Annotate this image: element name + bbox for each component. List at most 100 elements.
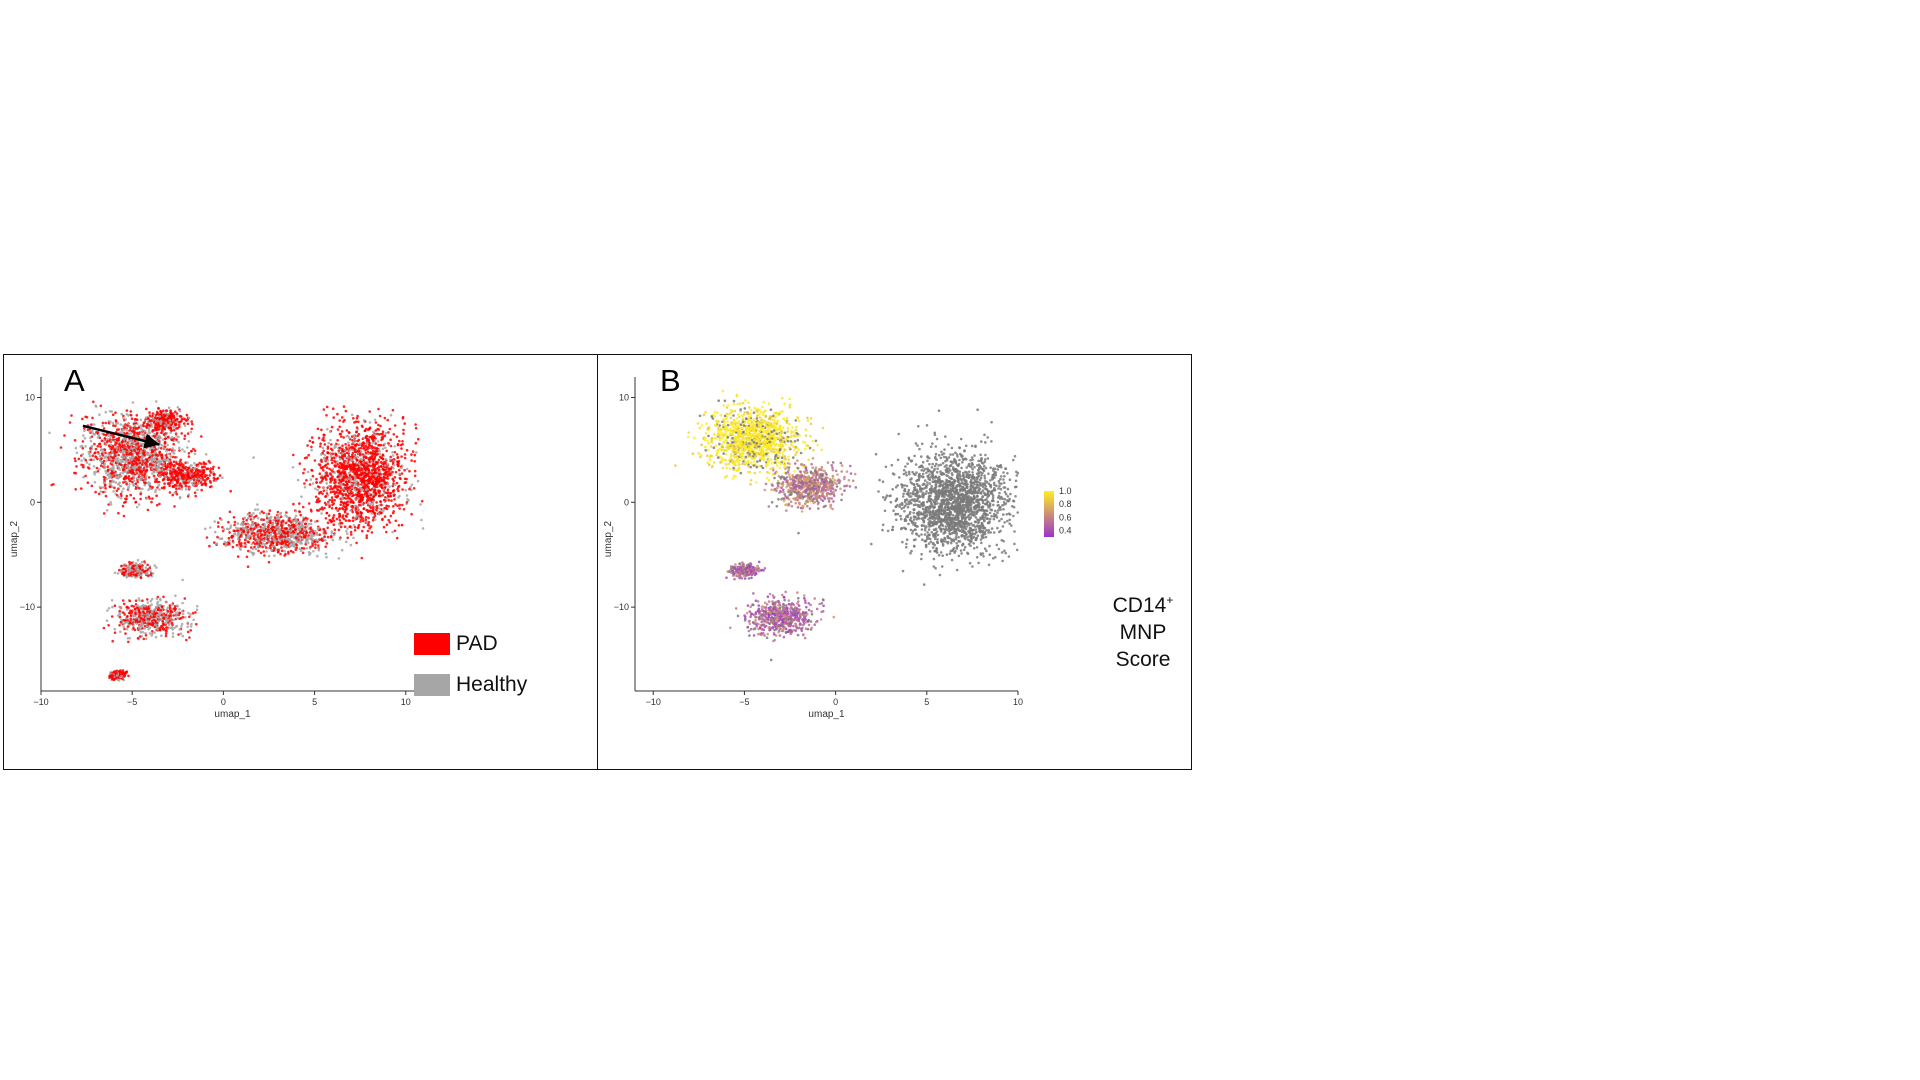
data-point [352, 536, 355, 540]
data-point [294, 532, 298, 536]
data-point [166, 482, 170, 485]
data-point [104, 410, 108, 414]
data-point [109, 479, 112, 483]
data-point [178, 449, 181, 452]
data-point [128, 479, 132, 483]
data-point [349, 543, 353, 547]
data-point [325, 466, 329, 469]
data-point [289, 521, 293, 524]
data-point [325, 555, 328, 559]
data-point [163, 441, 167, 444]
data-point [342, 475, 346, 479]
data-point [111, 421, 115, 425]
data-point [178, 475, 181, 478]
data-point [374, 469, 377, 472]
data-point [129, 447, 133, 450]
data-point [186, 461, 189, 464]
data-point [356, 496, 360, 500]
data-point [364, 515, 368, 519]
data-point [117, 437, 120, 441]
data-point [339, 497, 342, 501]
data-point [313, 529, 317, 533]
data-point [168, 491, 172, 494]
data-point [151, 417, 155, 421]
data-point [351, 504, 355, 508]
data-point [358, 442, 362, 445]
data-point [75, 451, 79, 455]
data-point [326, 502, 330, 505]
data-point [294, 509, 298, 513]
data-point [239, 523, 243, 526]
data-point [330, 461, 334, 465]
data-point [144, 416, 148, 419]
data-point [330, 530, 334, 533]
data-point [275, 526, 279, 529]
data-point [160, 417, 163, 420]
data-point [140, 605, 144, 608]
data-point [99, 490, 103, 493]
data-point [403, 453, 407, 456]
data-point [133, 479, 136, 483]
data-point [351, 516, 355, 519]
data-point [405, 501, 409, 504]
data-point [118, 468, 121, 471]
data-point [358, 489, 361, 493]
data-point [322, 436, 325, 439]
data-point [160, 613, 163, 617]
data-point [181, 634, 185, 638]
data-point [288, 516, 291, 520]
data-point [347, 444, 351, 447]
data-point [362, 441, 365, 444]
data-point [389, 413, 393, 417]
data-point [194, 494, 197, 498]
data-point [341, 507, 345, 511]
data-point [153, 449, 156, 452]
data-point [86, 481, 90, 484]
data-point [130, 458, 133, 461]
data-point [292, 524, 295, 527]
data-point [389, 494, 393, 498]
data-point [345, 434, 349, 438]
data-point [354, 516, 357, 519]
cluster-central-bottom [204, 495, 369, 568]
data-point [174, 456, 177, 459]
data-point [336, 485, 340, 488]
data-point [88, 463, 91, 466]
data-point [334, 507, 338, 510]
data-point [400, 466, 403, 470]
data-point [284, 540, 288, 544]
data-point [343, 525, 347, 528]
data-point [175, 427, 178, 430]
data-point [374, 518, 377, 521]
data-point [344, 540, 348, 544]
data-point [178, 628, 182, 631]
data-point [248, 550, 252, 553]
data-point [283, 545, 286, 548]
data-point [199, 478, 203, 481]
data-point [170, 429, 174, 432]
data-point [395, 435, 399, 439]
data-point [375, 477, 379, 480]
data-point [351, 455, 354, 458]
data-point [397, 468, 401, 472]
data-point [187, 455, 191, 458]
data-point [113, 631, 117, 634]
data-point [388, 467, 392, 471]
data-point [372, 509, 375, 512]
data-point [363, 467, 367, 471]
data-point [218, 474, 222, 477]
data-point [374, 471, 378, 475]
data-point [84, 474, 87, 478]
data-point [342, 420, 345, 423]
data-point [136, 611, 139, 615]
data-point [116, 457, 120, 460]
data-point [224, 544, 228, 547]
data-point [171, 436, 174, 439]
data-point [256, 503, 259, 506]
data-point [301, 505, 305, 509]
data-point [119, 463, 123, 467]
data-point [309, 527, 312, 531]
data-point [213, 520, 216, 523]
data-point [131, 459, 135, 463]
data-point [369, 473, 372, 476]
